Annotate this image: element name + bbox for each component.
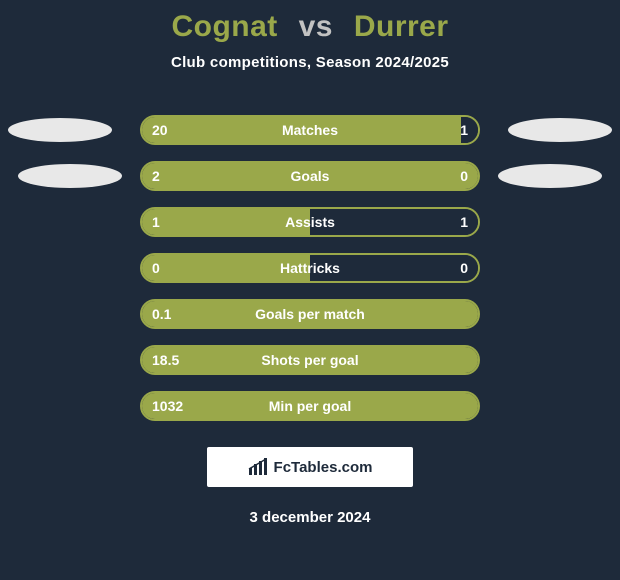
- stat-rows: 201Matches 20Goals 11Assists 00Hattricks 0.1…: [0, 115, 620, 421]
- subtitle: Club competitions, Season 2024/2025: [0, 54, 620, 71]
- stat-row: 0.1Goals per match: [0, 299, 620, 329]
- barchart-icon: [248, 458, 268, 476]
- title-player1: Cognat: [171, 10, 277, 43]
- stat-label: Matches: [140, 115, 480, 145]
- date-text: 3 december 2024: [0, 509, 620, 526]
- source-badge: FcTables.com: [205, 445, 415, 489]
- title-player2: Durrer: [354, 10, 449, 43]
- stat-row: 201Matches: [0, 115, 620, 145]
- player-oval-right: [508, 118, 612, 142]
- source-badge-text: FcTables.com: [274, 459, 373, 476]
- stat-label: Goals per match: [140, 299, 480, 329]
- stat-row: 18.5Shots per goal: [0, 345, 620, 375]
- stat-label: Hattricks: [140, 253, 480, 283]
- stat-row: 20Goals: [0, 161, 620, 191]
- title-vs: vs: [299, 10, 333, 43]
- stat-row: 00Hattricks: [0, 253, 620, 283]
- stat-row: 11Assists: [0, 207, 620, 237]
- player-oval-right: [498, 164, 602, 188]
- stat-row: 1032Min per goal: [0, 391, 620, 421]
- stat-label: Min per goal: [140, 391, 480, 421]
- player-oval-left: [8, 118, 112, 142]
- comparison-infographic: Cognat vs Durrer Club competitions, Seas…: [0, 0, 620, 580]
- stat-label: Goals: [140, 161, 480, 191]
- stat-label: Assists: [140, 207, 480, 237]
- page-title: Cognat vs Durrer: [0, 0, 620, 44]
- stat-label: Shots per goal: [140, 345, 480, 375]
- player-oval-left: [18, 164, 122, 188]
